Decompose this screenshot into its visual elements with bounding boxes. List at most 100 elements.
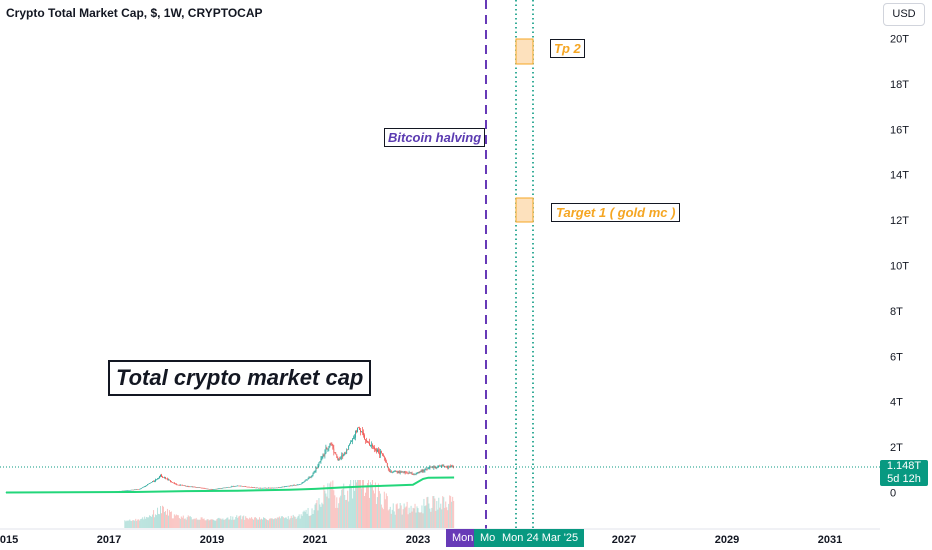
candle-body: [435, 467, 437, 469]
candle-body: [192, 486, 194, 488]
volume-bar: [384, 499, 386, 528]
candle-body: [216, 488, 218, 490]
volume-bar: [302, 511, 304, 528]
tp2-zone[interactable]: [515, 38, 534, 65]
candle-body: [375, 449, 376, 450]
volume-bar: [200, 517, 202, 528]
volume-bar: [250, 518, 252, 528]
volume-bar: [155, 514, 157, 528]
candle-body: [233, 486, 235, 487]
candle-body: [369, 442, 370, 446]
volume-bar: [387, 510, 389, 528]
candle-body: [401, 471, 403, 473]
candle-body: [222, 487, 224, 489]
volume-bar: [416, 506, 418, 528]
target1-label[interactable]: Target 1 ( gold mc ): [551, 203, 681, 222]
candle-body: [139, 489, 141, 490]
candle-body: [348, 445, 350, 450]
tp2-label[interactable]: Tp 2: [550, 39, 585, 58]
candle-body: [161, 474, 162, 477]
volume-bar: [324, 490, 326, 528]
halving-label[interactable]: Bitcoin halving: [384, 128, 486, 147]
volume-bar: [274, 518, 276, 528]
candle-body: [234, 486, 236, 487]
target1-zone[interactable]: [515, 197, 534, 223]
volume-bar: [308, 515, 310, 528]
volume-bar: [341, 489, 343, 528]
volume-bar: [156, 515, 158, 528]
volume-bar: [391, 509, 393, 528]
candle-body: [290, 485, 292, 487]
candle-body: [373, 446, 374, 448]
volume-bar: [402, 509, 404, 528]
volume-bar: [289, 518, 291, 528]
volume-bar: [453, 500, 455, 528]
volume-bar: [378, 491, 380, 528]
candle-body: [423, 470, 425, 472]
candle-body: [325, 448, 327, 454]
volume-bar: [372, 490, 374, 528]
volume-bar: [174, 515, 176, 528]
candle-body: [383, 456, 385, 458]
candle-body: [315, 467, 317, 472]
candle-body: [382, 454, 384, 457]
candle-body: [370, 445, 371, 446]
candle-body: [191, 486, 193, 488]
volume-bar: [385, 493, 387, 528]
volume-bar: [253, 519, 255, 528]
volume-bar: [148, 517, 150, 528]
candle-body: [421, 470, 423, 472]
volume-bar: [265, 519, 267, 528]
total-market-cap-label[interactable]: Total crypto market cap: [108, 360, 372, 396]
volume-bar: [310, 515, 312, 528]
candle-body: [143, 486, 145, 488]
volume-bar: [278, 516, 280, 528]
candle-body: [359, 427, 360, 430]
candle-body: [436, 466, 438, 468]
volume-bar: [141, 518, 143, 528]
volume-bar: [137, 519, 139, 528]
volume-bar: [175, 514, 177, 528]
candle-body: [147, 484, 149, 486]
volume-bar: [160, 506, 161, 528]
currency-selector[interactable]: USD: [883, 3, 925, 26]
candle-body: [150, 482, 151, 484]
volume-bar: [158, 513, 160, 528]
volume-bar: [178, 517, 180, 528]
volume-bar: [199, 519, 201, 528]
candle-body: [276, 487, 278, 489]
volume-bar: [245, 516, 247, 528]
candle-body: [261, 487, 262, 489]
volume-bar: [246, 517, 248, 528]
volume-bar: [205, 520, 207, 528]
volume-bar: [126, 520, 128, 528]
candle-body: [328, 446, 330, 449]
candle-body: [199, 487, 201, 489]
x-tick-label: 2017: [97, 534, 121, 546]
candle-body: [151, 482, 152, 483]
candle-body: [162, 476, 163, 478]
candle-body: [291, 485, 293, 487]
candle-body: [305, 479, 307, 481]
candle-body: [225, 487, 227, 489]
candle-body: [255, 487, 256, 489]
y-tick-label: 12T: [890, 215, 909, 227]
volume-bar: [138, 519, 140, 528]
volume-bar: [166, 508, 168, 528]
volume-bar: [251, 517, 253, 528]
candle-body: [346, 449, 348, 454]
volume-bar: [272, 519, 274, 528]
candle-body: [142, 487, 144, 488]
volume-bar: [177, 515, 179, 528]
volume-bar: [262, 519, 264, 528]
y-tick-label: 8T: [890, 306, 903, 318]
volume-bar: [374, 482, 376, 528]
volume-bar: [157, 507, 159, 528]
candle-body: [130, 489, 132, 491]
volume-bar: [149, 515, 151, 528]
candle-body: [152, 481, 153, 483]
candle-body: [177, 484, 179, 486]
volume-bar: [242, 516, 244, 528]
volume-bar: [190, 517, 192, 528]
